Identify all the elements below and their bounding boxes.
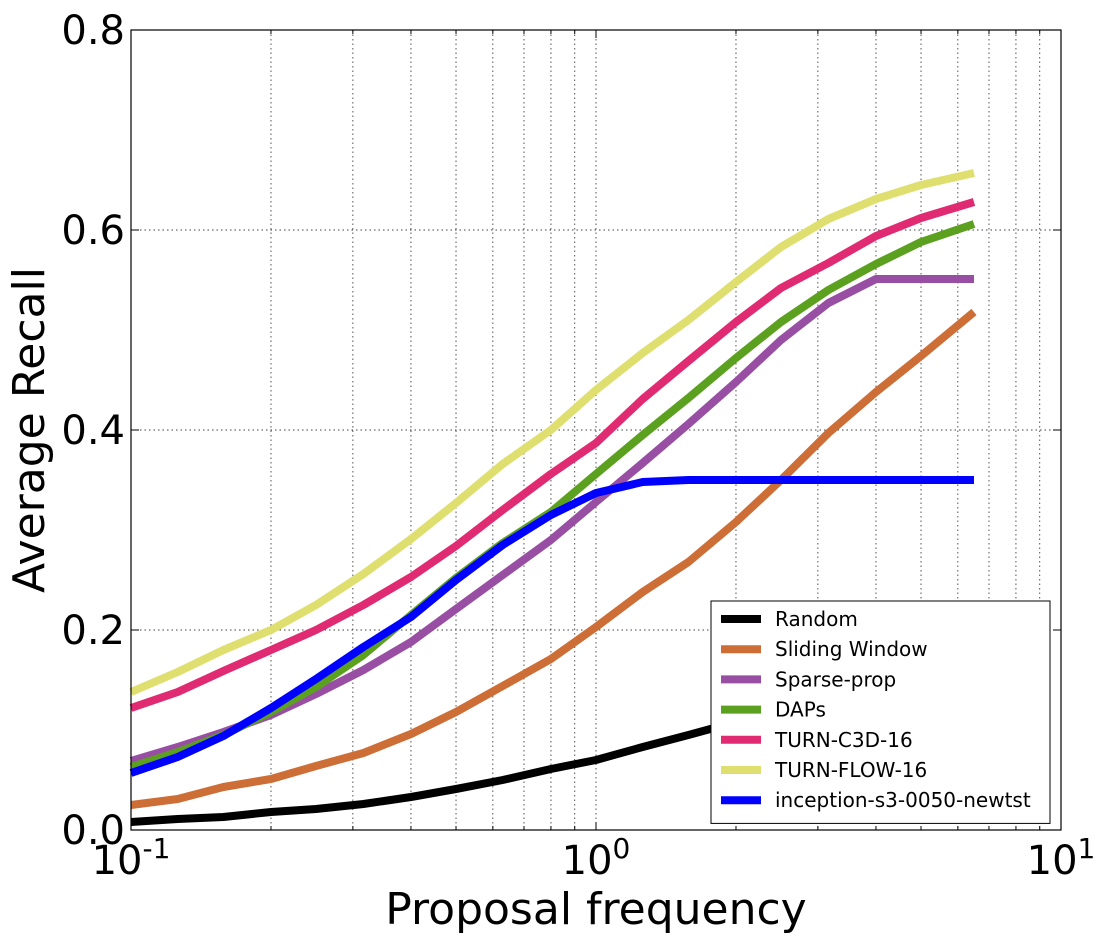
legend-label: Random — [775, 607, 858, 631]
legend: Random Sliding Window Sparse-prop DAPs TURN-… — [710, 600, 1051, 824]
legend-label: Sparse-prop — [775, 667, 896, 691]
x-axis-title: Proposal frequency — [385, 884, 806, 935]
series-line-random — [130, 718, 738, 826]
x-tick-label: 100 — [562, 832, 631, 884]
y-tick-label: 0.8 — [61, 8, 125, 54]
series-lines — [129, 169, 977, 826]
series-line-inception-s3-0050-newtst — [129, 476, 974, 777]
legend-label: inception-s3-0050-newtst — [775, 788, 1031, 812]
legend-box — [710, 600, 1051, 824]
y-tick-label: 0.2 — [61, 608, 125, 654]
series-line-turn-c3d-16 — [129, 198, 976, 712]
x-tick-label: 101 — [1027, 832, 1096, 884]
x-tick-label: 10-1 — [92, 832, 171, 884]
series-line-turn-flow-16 — [129, 169, 975, 696]
axis-ticks: 10-1 100 101 0.0 0.2 0.4 0.6 0.8 — [61, 8, 1095, 884]
legend-label: Sliding Window — [775, 637, 928, 661]
y-axis-title: Average Recall — [4, 267, 55, 593]
legend-label: TURN-C3D-16 — [774, 728, 913, 752]
y-tick-label: 0.6 — [61, 208, 125, 254]
series-line-sliding-window — [130, 308, 977, 809]
y-tick-label: 0.0 — [61, 808, 125, 854]
legend-label: DAPs — [775, 698, 826, 722]
legend-label: TURN-FLOW-16 — [774, 758, 927, 782]
y-tick-label: 0.4 — [61, 408, 125, 454]
